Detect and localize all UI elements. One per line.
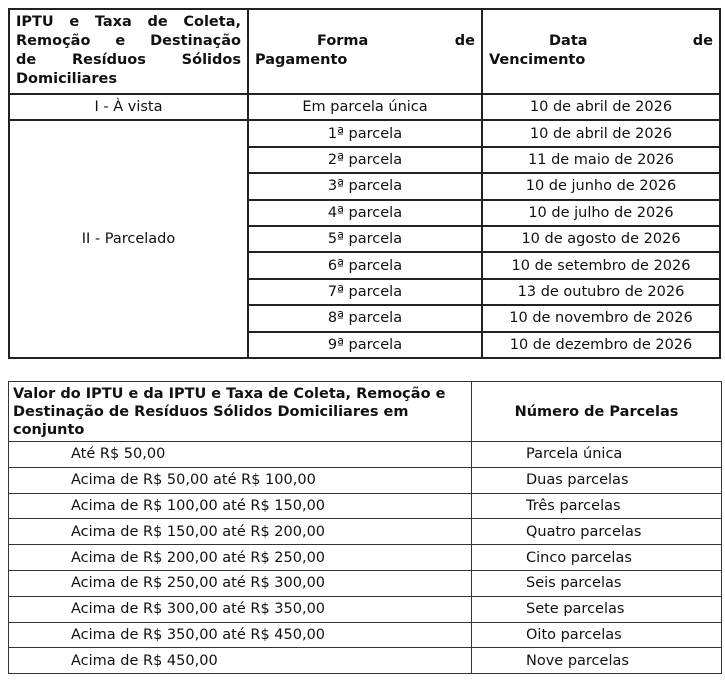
table-row: Acima de R$ 100,00 até R$ 150,00 Três par… <box>8 492 722 520</box>
installment-count: Duas parcelas <box>471 466 722 494</box>
parcela-data: 10 de novembro de 2026 <box>481 304 721 333</box>
table-row: 5ª parcela 10 de agosto de 2026 <box>9 224 721 254</box>
table-row: Acima de R$ 200,00 até R$ 250,00 Cinco pa… <box>8 544 722 571</box>
header-line: Forma de <box>317 33 475 49</box>
header-line: Data de <box>549 33 713 49</box>
table-row: Acima de R$ 300,00 até R$ 350,00 Sete par… <box>8 595 722 623</box>
table-row: Acima de R$ 450,00 Nove parcelas <box>8 647 722 675</box>
parcela-data: 10 de dezembro de 2026 <box>481 330 721 359</box>
installment-count: Seis parcelas <box>471 569 722 597</box>
installment-count: Cinco parcelas <box>471 544 722 571</box>
value-range: Acima de R$ 450,00 <box>8 647 472 675</box>
header-value: Valor do IPTU e da IPTU e Taxa de Coleta… <box>8 381 472 442</box>
header-tax-type: IPTU e Taxa de Coleta, Remoção e Destina… <box>8 8 249 95</box>
parcela-forma: 6ª parcela <box>247 251 483 280</box>
table-row: 9ª parcela 10 de dezembro de 2026 <box>9 330 721 359</box>
header-due-date: Data de Vencimento <box>481 8 721 95</box>
value-range: Acima de R$ 350,00 até R$ 450,00 <box>8 621 472 649</box>
table-row: 3ª parcela 10 de junho de 2026 <box>9 172 721 201</box>
parcela-data: 10 de abril de 2026 <box>481 119 721 148</box>
table-row: Acima de R$ 150,00 até R$ 200,00 Quatro p… <box>8 518 722 546</box>
header-line: Vencimento <box>489 52 586 68</box>
value-range: Acima de R$ 250,00 até R$ 300,00 <box>8 569 472 597</box>
a-vista-data: 10 de abril de 2026 <box>481 92 721 122</box>
header-payment-form: Forma de Pagamento <box>247 8 483 95</box>
a-vista-forma: Em parcela única <box>247 92 483 122</box>
table-row: Acima de R$ 50,00 até R$ 100,00 Duas parc… <box>8 466 722 494</box>
table-row: 7ª parcela 13 de outubro de 2026 <box>9 277 721 307</box>
installment-count: Oito parcelas <box>471 621 722 649</box>
table-row: Acima de R$ 350,00 até R$ 450,00 Oito par… <box>8 621 722 649</box>
parcela-data: 11 de maio de 2026 <box>481 145 721 175</box>
parcela-forma: 4ª parcela <box>247 198 483 227</box>
parcela-forma: 7ª parcela <box>247 277 483 307</box>
table-row: Até R$ 50,00 Parcela única <box>8 441 722 468</box>
value-range: Até R$ 50,00 <box>8 441 472 468</box>
parcela-forma: 1ª parcela <box>247 119 483 148</box>
table-row: I - À vista Em parcela única 10 de abril… <box>8 92 721 122</box>
installment-count: Parcela única <box>471 441 722 468</box>
installment-count: Nove parcelas <box>471 647 722 675</box>
parcela-forma: 2ª parcela <box>247 145 483 175</box>
installment-count: Quatro parcelas <box>471 518 722 546</box>
table-row: 8ª parcela 10 de novembro de 2026 <box>9 304 721 333</box>
parcela-forma: 8ª parcela <box>247 304 483 333</box>
table-row: II - Parcelado 1ª parcela 10 de abril de 2… <box>8 119 721 359</box>
parcela-data: 10 de junho de 2026 <box>481 172 721 201</box>
installment-count: Sete parcelas <box>471 595 722 623</box>
header-row: Valor do IPTU e da IPTU e Taxa de Coleta… <box>8 381 722 442</box>
parcela-data: 10 de setembro de 2026 <box>481 251 721 280</box>
parcela-forma: 5ª parcela <box>247 224 483 254</box>
installments-by-value-table: Valor do IPTU e da IPTU e Taxa de Coleta… <box>8 381 722 675</box>
header-installments: Número de Parcelas <box>471 381 722 442</box>
table-row: 2ª parcela 11 de maio de 2026 <box>9 145 721 175</box>
payment-schedule-table: IPTU e Taxa de Coleta, Remoção e Destina… <box>8 8 721 359</box>
header-line: IPTU e Taxa de Coleta, <box>16 14 241 30</box>
value-range: Acima de R$ 200,00 até R$ 250,00 <box>8 544 472 571</box>
parcela-data: 13 de outubro de 2026 <box>481 277 721 307</box>
value-range: Acima de R$ 100,00 até R$ 150,00 <box>8 492 472 520</box>
table-row: Acima de R$ 250,00 até R$ 300,00 Seis par… <box>8 569 722 597</box>
header-line: Pagamento <box>255 52 348 68</box>
table-row: 6ª parcela 10 de setembro de 2026 <box>9 251 721 280</box>
parcelado-label: II - Parcelado <box>8 119 249 359</box>
a-vista-label: I - À vista <box>8 92 249 122</box>
table-row: 4ª parcela 10 de julho de 2026 <box>9 198 721 227</box>
installment-count: Três parcelas <box>471 492 722 520</box>
value-range: Acima de R$ 300,00 até R$ 350,00 <box>8 595 472 623</box>
header-line: de Resíduos Sólidos <box>16 52 241 68</box>
parcela-data: 10 de agosto de 2026 <box>481 224 721 254</box>
header-row: IPTU e Taxa de Coleta, Remoção e Destina… <box>8 8 721 95</box>
value-range: Acima de R$ 150,00 até R$ 200,00 <box>8 518 472 546</box>
parcela-forma: 9ª parcela <box>247 330 483 359</box>
header-line: Remoção e Destinação <box>16 33 241 49</box>
parcela-data: 10 de julho de 2026 <box>481 198 721 227</box>
parcela-forma: 3ª parcela <box>247 172 483 201</box>
value-range: Acima de R$ 50,00 até R$ 100,00 <box>8 466 472 494</box>
header-line: Domiciliares <box>16 71 117 87</box>
